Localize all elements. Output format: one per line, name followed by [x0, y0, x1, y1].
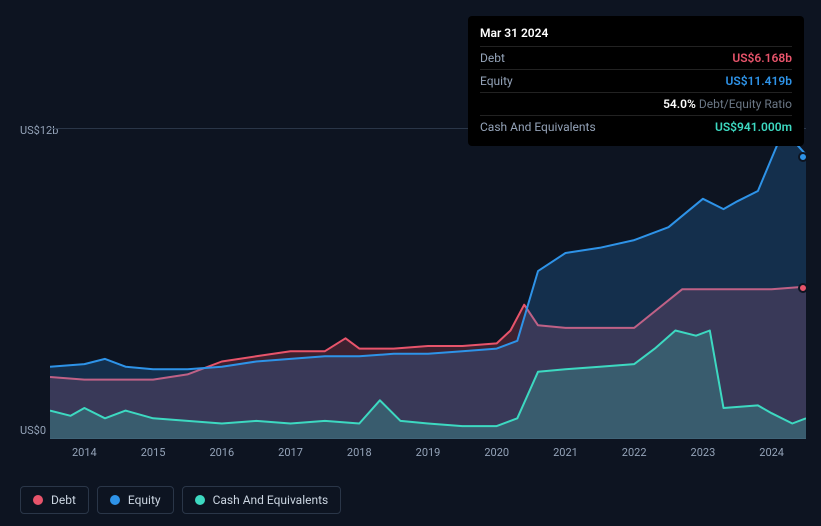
legend-swatch	[33, 495, 43, 505]
x-tick: 2020	[484, 446, 509, 459]
tooltip-row-value: 54.0% Debt/Equity Ratio	[663, 95, 792, 113]
tooltip-row: Cash And Equivalents US$941.000m	[480, 115, 792, 138]
tooltip-row-value: US$6.168b	[732, 49, 792, 67]
series-end-dot	[798, 152, 808, 162]
tooltip-row-label: Debt	[480, 49, 505, 67]
x-tick: 2017	[278, 446, 303, 459]
chart-plot-area	[50, 128, 806, 438]
x-tick: 2018	[347, 446, 372, 459]
tooltip-row-label: Equity	[480, 72, 513, 90]
x-tick: 2016	[209, 446, 234, 459]
x-tick: 2023	[691, 446, 716, 459]
legend-label: Debt	[51, 493, 76, 507]
series-end-dot	[798, 283, 808, 293]
tooltip-row: Debt US$6.168b	[480, 46, 792, 69]
chart-legend: Debt Equity Cash And Equivalents	[20, 486, 341, 514]
legend-item-equity[interactable]: Equity	[97, 486, 174, 514]
y-axis-label-bottom: US$0	[20, 424, 46, 437]
legend-label: Cash And Equivalents	[213, 493, 329, 507]
x-tick: 2014	[72, 446, 97, 459]
x-tick: 2015	[141, 446, 166, 459]
legend-swatch	[110, 495, 120, 505]
chart-svg	[50, 129, 806, 439]
tooltip-row: Equity US$11.419b	[480, 69, 792, 92]
tooltip-row-value: US$11.419b	[726, 72, 793, 90]
tooltip-row: 54.0% Debt/Equity Ratio	[480, 92, 792, 115]
tooltip-date: Mar 31 2024	[480, 24, 792, 42]
legend-item-debt[interactable]: Debt	[20, 486, 89, 514]
legend-swatch	[195, 495, 205, 505]
x-tick: 2021	[553, 446, 578, 459]
legend-label: Equity	[128, 493, 161, 507]
chart-tooltip: Mar 31 2024 Debt US$6.168b Equity US$11.419…	[468, 16, 804, 146]
x-tick: 2022	[622, 446, 647, 459]
legend-item-cash-and-equivalents[interactable]: Cash And Equivalents	[182, 486, 342, 514]
x-tick: 2019	[416, 446, 441, 459]
tooltip-row-value: US$941.000m	[715, 118, 792, 136]
x-tick: 2024	[759, 446, 784, 459]
tooltip-row-label: Cash And Equivalents	[480, 118, 596, 136]
